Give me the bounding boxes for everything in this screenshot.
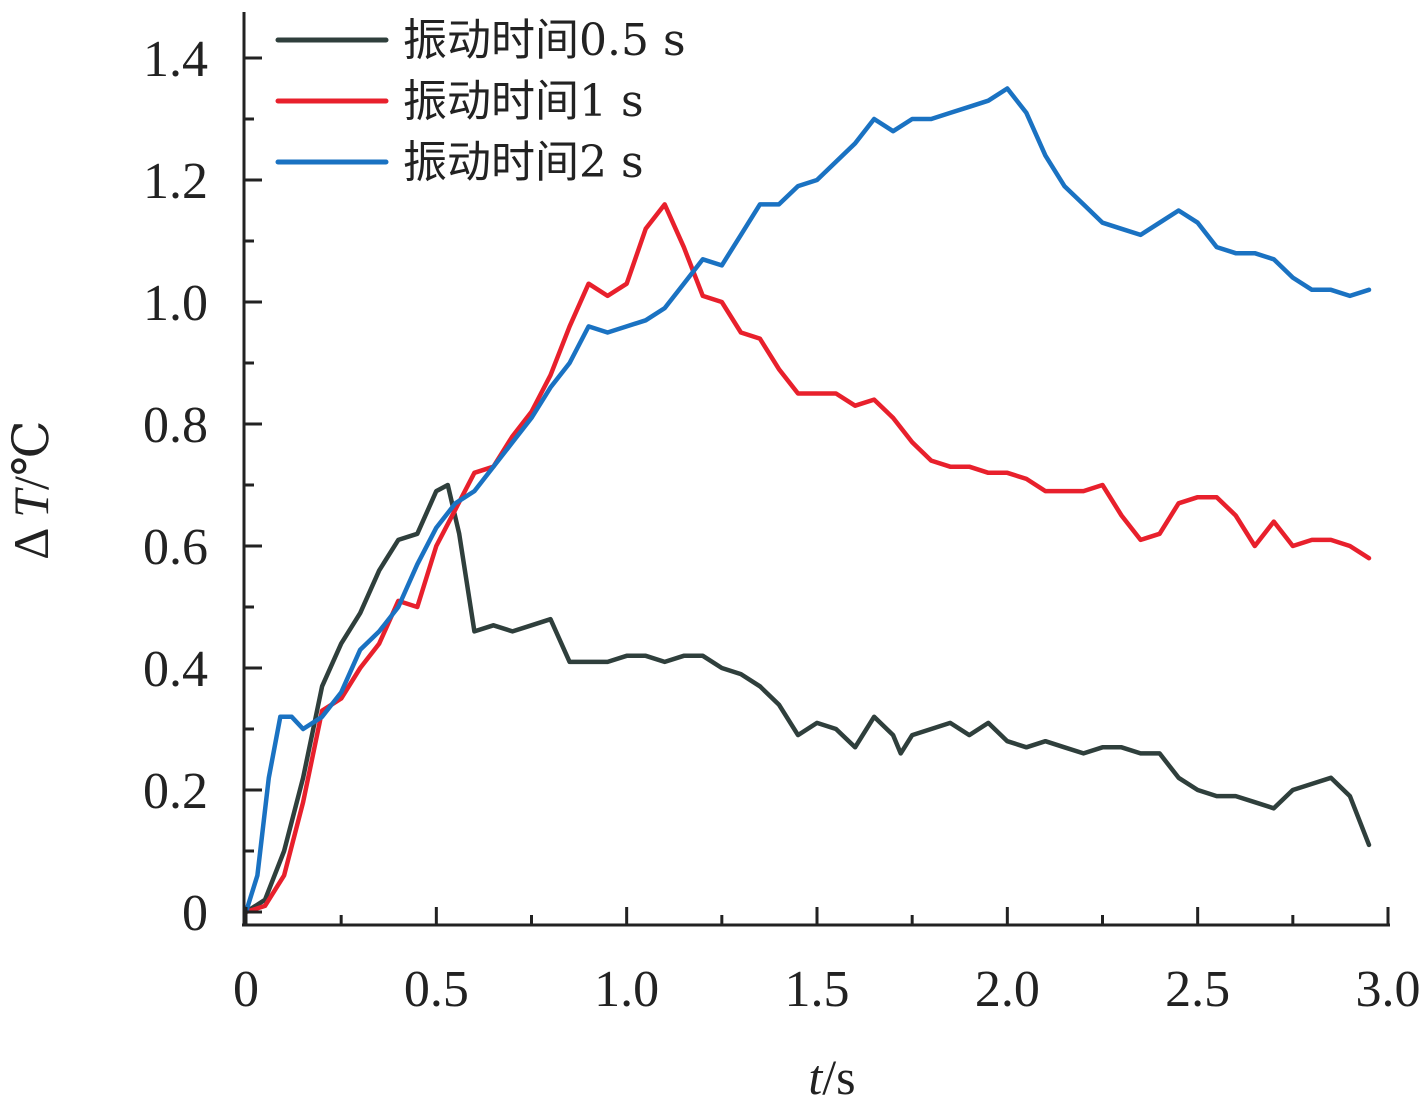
legend-label-1: 振动时间0.5 s xyxy=(403,15,686,66)
y-axis-title-unit: /℃ xyxy=(3,420,59,490)
series-line-2 xyxy=(243,202,1372,915)
legend-label-3: 振动时间2 s xyxy=(403,137,644,188)
y-tick-label: 1.4 xyxy=(143,31,208,88)
x-tick-label: 0.5 xyxy=(404,961,469,1018)
y-tick-label: 0.2 xyxy=(143,763,208,820)
y-tick-label: 0 xyxy=(182,885,208,942)
y-tick-label: 1.0 xyxy=(143,275,208,332)
legend-label-2: 振动时间1 s xyxy=(403,76,644,127)
x-axis-title: t/s xyxy=(808,1049,855,1103)
series-line-3 xyxy=(243,86,1372,915)
y-axis-title: Δ T/℃ xyxy=(3,420,59,560)
x-tick-label: 1.5 xyxy=(785,961,850,1018)
y-tick-label: 0.8 xyxy=(143,397,208,454)
ticks: 0 0.5 1.0 1.5 2.0 2.5 3.0 0 0.2 0.4 0.6 0.8 1.0 1.2 1.… xyxy=(143,31,1421,1018)
y-tick-label: 1.2 xyxy=(143,153,208,210)
x-axis-title-unit: /s xyxy=(822,1049,855,1103)
series-lines xyxy=(243,86,1372,915)
y-axis-title-prefix: Δ xyxy=(3,518,59,560)
y-tick-label: 0.6 xyxy=(143,519,208,576)
x-tick-label: 3.0 xyxy=(1356,961,1421,1018)
series-line-1 xyxy=(243,482,1372,915)
x-tick-label: 2.5 xyxy=(1165,961,1230,1018)
x-axis-title-var: t xyxy=(808,1049,823,1103)
legend: 振动时间0.5 s 振动时间1 s 振动时间2 s xyxy=(275,15,686,188)
y-tick-label: 0.4 xyxy=(143,641,208,698)
x-tick-label: 2.0 xyxy=(975,961,1040,1018)
y-axis-title-var: T xyxy=(3,487,59,518)
x-tick-label: 1.0 xyxy=(594,961,659,1018)
x-tick-label: 0 xyxy=(233,961,259,1018)
